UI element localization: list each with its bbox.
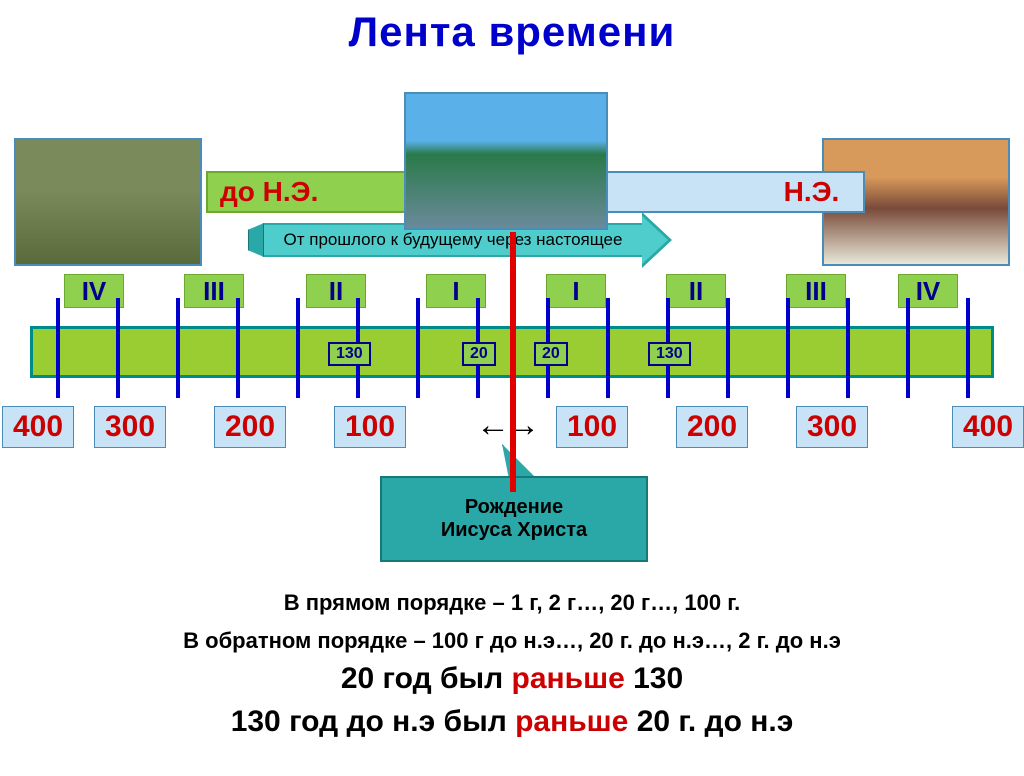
image-present — [404, 92, 608, 230]
year-label-0: 400 — [2, 406, 74, 448]
l3-part-c: 130 — [625, 662, 683, 695]
roman-6: III — [786, 274, 846, 308]
tick-11 — [726, 298, 730, 398]
roman-4: I — [546, 274, 606, 308]
tick-6 — [416, 298, 420, 398]
roman-5: II — [666, 274, 726, 308]
image-present-placeholder — [406, 94, 606, 228]
bottom-line2: В обратном порядке – 100 г до н.э…, 20 г… — [0, 626, 1024, 656]
center-divider — [510, 232, 516, 492]
era-bc-label: до Н.Э. — [206, 171, 406, 213]
arrow-tail-shape — [248, 223, 264, 257]
year-label-6: 300 — [796, 406, 868, 448]
arrow-head-shape — [642, 212, 672, 268]
tick-1 — [116, 298, 120, 398]
year-label-2: 200 — [214, 406, 286, 448]
l4-part-a: 130 год до н.э был — [231, 705, 515, 738]
roman-0: IV — [64, 274, 124, 308]
year-label-7: 400 — [952, 406, 1024, 448]
callout-line2: Иисуса Христа — [441, 519, 587, 542]
l3-part-a: 20 год был — [341, 662, 512, 695]
year-label-1: 300 — [94, 406, 166, 448]
year-label-4: 100 — [556, 406, 628, 448]
tick-4 — [296, 298, 300, 398]
l3-part-b: раньше — [512, 662, 625, 695]
tick-0 — [56, 298, 60, 398]
bar-value-3: 130 — [648, 342, 691, 366]
bottom-line4: 130 год до н.э был раньше 20 г. до н.э — [0, 702, 1024, 743]
bottom-text: В прямом порядке – 1 г, 2 г…, 20 г…, 100… — [0, 588, 1024, 742]
year-label-3: 100 — [334, 406, 406, 448]
bar-value-0: 130 — [328, 342, 371, 366]
image-past-placeholder — [16, 140, 200, 264]
tick-3 — [236, 298, 240, 398]
callout-line1: Рождение — [441, 496, 587, 519]
tick-14 — [906, 298, 910, 398]
tick-13 — [846, 298, 850, 398]
roman-1: III — [184, 274, 244, 308]
tick-15 — [966, 298, 970, 398]
bar-value-2: 20 — [534, 342, 568, 366]
image-past — [14, 138, 202, 266]
bar-value-1: 20 — [462, 342, 496, 366]
year-label-5: 200 — [676, 406, 748, 448]
timeline-stage: до Н.Э. Н.Э. От прошлого к будущему чере… — [0, 56, 1024, 776]
bottom-line1: В прямом порядке – 1 г, 2 г…, 20 г…, 100… — [0, 588, 1024, 618]
tick-9 — [606, 298, 610, 398]
tick-2 — [176, 298, 180, 398]
page-title: Лента времени — [0, 8, 1024, 56]
l4-part-c: 20 г. до н.э — [628, 705, 793, 738]
tick-12 — [786, 298, 790, 398]
double-arrow-icon: ←→ — [476, 406, 536, 445]
l4-part-b: раньше — [515, 705, 628, 738]
bottom-line3: 20 год был раньше 130 — [0, 659, 1024, 700]
